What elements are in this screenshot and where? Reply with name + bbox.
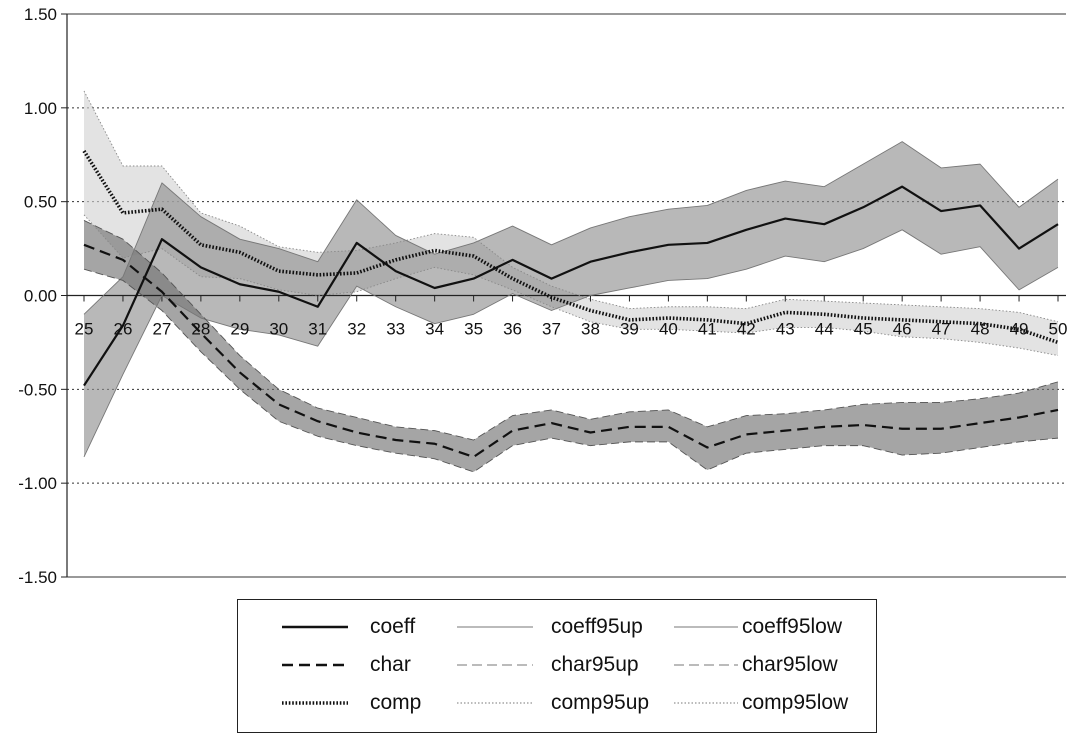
x-tick-label: 28 bbox=[191, 320, 210, 339]
x-tick-label: 48 bbox=[971, 320, 990, 339]
legend-item-coeff: coeff bbox=[278, 612, 468, 642]
x-tick-label: 30 bbox=[269, 320, 288, 339]
x-tick-label: 33 bbox=[386, 320, 405, 339]
legend-item-char95up: char95up bbox=[453, 650, 653, 680]
x-tick-label: 43 bbox=[776, 320, 795, 339]
legend-item-coeff95up: coeff95up bbox=[453, 612, 653, 642]
legend-label: coeff bbox=[370, 615, 416, 638]
x-tick-label: 26 bbox=[113, 320, 132, 339]
legend-label: comp bbox=[370, 691, 422, 714]
y-tick-label: -1.50 bbox=[18, 568, 57, 587]
axes bbox=[61, 13, 1066, 578]
series-char95up bbox=[83, 220, 1059, 441]
series-comp bbox=[82, 150, 1059, 345]
legend-item-comp95up: comp95up bbox=[453, 688, 653, 718]
y-tick-label: -1.00 bbox=[18, 474, 57, 493]
x-tick-label: 45 bbox=[854, 320, 873, 339]
x-tick-label: 27 bbox=[152, 320, 171, 339]
x-tick-label: 41 bbox=[698, 320, 717, 339]
char-band bbox=[84, 220, 1058, 472]
legend-label: char95up bbox=[551, 653, 639, 676]
x-tick-label: 25 bbox=[75, 320, 94, 339]
legend-label: coeff95low bbox=[742, 615, 843, 638]
legend-item-comp95low: comp95low bbox=[670, 688, 870, 718]
series-comp95low bbox=[83, 214, 1059, 356]
x-tick-label: 47 bbox=[932, 320, 951, 339]
legend-label: comp95low bbox=[742, 691, 849, 714]
grid-lines bbox=[67, 13, 1066, 578]
x-tick-label: 49 bbox=[1010, 320, 1029, 339]
x-tick-label: 40 bbox=[659, 320, 678, 339]
x-tick-label: 39 bbox=[620, 320, 639, 339]
x-tick-label: 42 bbox=[737, 320, 756, 339]
y-tick-label: 1.50 bbox=[24, 5, 57, 24]
series-char bbox=[83, 243, 1059, 458]
x-tick-label: 38 bbox=[581, 320, 600, 339]
x-tick-label: 34 bbox=[425, 320, 444, 339]
y-tick-label: 1.00 bbox=[24, 99, 57, 118]
legend-label: char95low bbox=[742, 653, 838, 676]
x-tick-label: 37 bbox=[542, 320, 561, 339]
y-tick-label: 0.00 bbox=[24, 287, 57, 306]
series-coeff95up bbox=[83, 141, 1059, 315]
x-tick-label: 36 bbox=[503, 320, 522, 339]
y-tick-labels: 1.50 1.00 0.50 0.00 -0.50 -1.00 -1.50 bbox=[18, 5, 57, 587]
legend-item-char95low: char95low bbox=[670, 650, 870, 680]
x-tick-label: 29 bbox=[230, 320, 249, 339]
legend-label: coeff95up bbox=[551, 615, 643, 638]
x-tick-label: 35 bbox=[464, 320, 483, 339]
series-char95low bbox=[83, 268, 1059, 473]
legend-item-char: char bbox=[278, 650, 468, 680]
x-tick-label: 44 bbox=[815, 320, 834, 339]
legend-item-coeff95low: coeff95low bbox=[670, 612, 870, 642]
legend-label: char bbox=[370, 653, 411, 676]
series-coeff bbox=[83, 185, 1059, 387]
x-tick-label: 46 bbox=[893, 320, 912, 339]
x-tick-label: 50 bbox=[1049, 320, 1068, 339]
legend-label: comp95up bbox=[551, 691, 650, 714]
y-tick-label: -0.50 bbox=[18, 380, 57, 399]
x-tick-label: 31 bbox=[308, 320, 327, 339]
legend: coeff coeff95up coeff95low char char95up… bbox=[237, 599, 877, 733]
x-tick-label: 32 bbox=[347, 320, 366, 339]
x-tick-labels: 25 26 27 28 29 30 31 32 33 34 35 36 37 38 39 40 41 42 43 44… bbox=[75, 320, 1068, 339]
line-chart: 1.50 1.00 0.50 0.00 -0.50 -1.00 -1.50 25 26 27 28… bbox=[18, 5, 1068, 587]
legend-item-comp: comp bbox=[278, 688, 468, 718]
series-lines bbox=[82, 90, 1059, 473]
y-tick-label: 0.50 bbox=[24, 193, 57, 212]
coeff-band bbox=[84, 141, 1058, 457]
